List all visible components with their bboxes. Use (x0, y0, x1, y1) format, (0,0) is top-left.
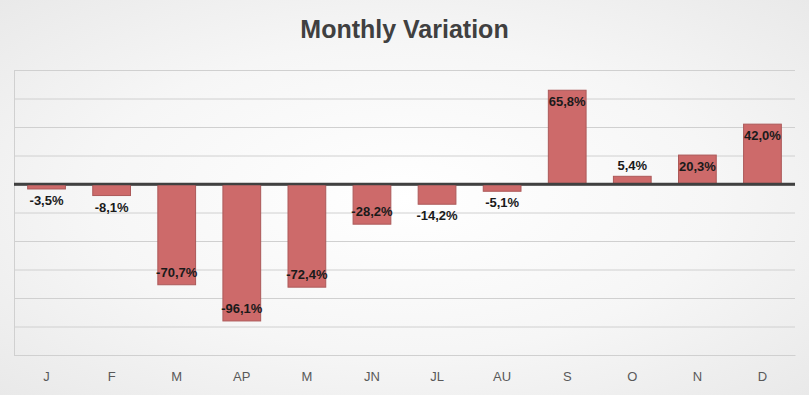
y-tick (14, 270, 795, 271)
grid-line (14, 298, 795, 299)
data-label: -28,2% (351, 204, 393, 219)
plot: J F M AP M JN JL AU S O N D -3,5% -8,1% -70,7% -96,1% -7… (14, 71, 796, 385)
x-tick: S (563, 355, 572, 384)
data-label: -96,1% (221, 301, 263, 316)
x-tick: JL (430, 355, 444, 384)
y-tick (14, 156, 795, 157)
y-tick (14, 355, 795, 356)
data-label: 20,3% (679, 159, 716, 174)
data-label: 65,8% (549, 94, 586, 109)
x-tick: F (108, 355, 116, 384)
x-tick-label: J (43, 369, 50, 384)
x-tick-label: JN (364, 369, 380, 384)
grid-line (14, 355, 795, 356)
x-tick-label: D (758, 369, 767, 384)
bar (418, 184, 456, 204)
bar (744, 124, 782, 184)
y-tick (14, 298, 795, 299)
grid-line (14, 270, 795, 271)
y-tick (14, 99, 795, 100)
zero-line (14, 183, 795, 186)
x-tick-label: N (693, 369, 702, 384)
chart: Monthly Variation J F M AP M JN JL AU S O N D -3,5% -8… (0, 0, 809, 395)
x-tick: M (301, 355, 312, 384)
x-tick-label: S (563, 369, 572, 384)
x-tick: D (758, 355, 767, 384)
zero-line (14, 183, 795, 186)
grid-line (14, 156, 795, 157)
data-label: -72,4% (286, 267, 328, 282)
data-label: -5,1% (485, 195, 519, 210)
x-tick-label: M (301, 369, 312, 384)
x-tick-label: O (627, 369, 637, 384)
data-label: -70,7% (156, 265, 198, 280)
grid-line (14, 99, 795, 100)
data-label: -14,2% (416, 208, 458, 223)
x-axis: J F M AP M JN JL AU S O N D (15, 355, 796, 384)
x-tick: M (171, 355, 182, 384)
x-tick: JN (364, 355, 380, 384)
y-tick (14, 327, 795, 328)
y-tick (14, 241, 795, 242)
x-tick: AU (493, 355, 511, 384)
y-tick (14, 184, 795, 185)
x-tick: N (693, 355, 702, 384)
data-label: 5,4% (617, 158, 647, 173)
data-label: -8,1% (95, 200, 129, 215)
y-tick (14, 127, 795, 128)
x-tick-label: JL (430, 369, 444, 384)
y-axis-line (15, 71, 796, 356)
x-tick-label: AP (233, 369, 250, 384)
bar (93, 184, 131, 196)
data-label: -3,5% (30, 193, 64, 208)
x-tick-label: M (171, 369, 182, 384)
title: Monthly Variation (300, 15, 508, 43)
data-label: 42,0% (744, 128, 781, 143)
grid-line (14, 213, 795, 214)
bar (679, 155, 717, 184)
x-tick: J (43, 355, 50, 384)
bar (548, 90, 586, 184)
y-tick (14, 213, 795, 214)
grid-line (14, 70, 795, 71)
x-tick-label: AU (493, 369, 511, 384)
x-tick: O (627, 355, 637, 384)
x-tick: AP (233, 355, 250, 384)
grid-line (14, 241, 795, 242)
bars (28, 90, 782, 321)
grid-line (14, 327, 795, 328)
x-axis-line (15, 355, 796, 356)
x-tick-label: F (108, 369, 116, 384)
y-tick (14, 70, 795, 71)
data-labels: -3,5% -8,1% -70,7% -96,1% -72,4% -28,2% -14,2%… (30, 94, 782, 316)
grid-line (14, 127, 795, 128)
y-axis (14, 71, 795, 356)
